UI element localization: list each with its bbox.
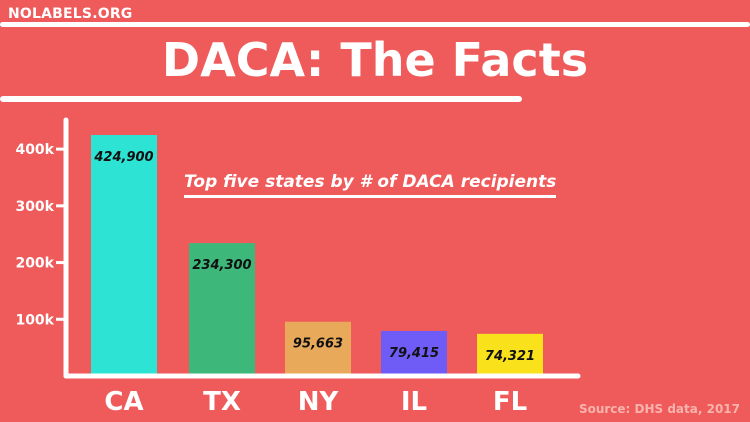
y-tick-label: 200k <box>15 256 54 272</box>
title-underline <box>0 96 522 102</box>
bar-tx <box>189 243 255 376</box>
bar-fl <box>477 333 543 376</box>
y-tick-label: 300k <box>15 199 54 215</box>
x-tick-label-il: IL <box>401 387 427 417</box>
data-label-tx: 234,300 <box>192 258 251 273</box>
chart-subtitle: Top five states by # of DACA recipients <box>184 172 557 198</box>
data-label-ny: 95,663 <box>293 337 343 352</box>
source-note: Source: DHS data, 2017 <box>578 402 740 416</box>
bar-ny <box>285 321 351 376</box>
x-tick-label-tx: TX <box>203 387 241 417</box>
page-title: DACA: The Facts <box>161 33 589 87</box>
bar-ca <box>91 135 157 376</box>
x-tick-label-fl: FL <box>493 387 527 417</box>
x-tick-label-ny: NY <box>298 387 340 417</box>
data-label-il: 79,415 <box>389 346 439 361</box>
brand-logo-text: NOLABELS.ORG <box>8 6 133 22</box>
top-rule <box>0 22 750 27</box>
y-tick-label: 400k <box>15 142 54 158</box>
bar-il <box>381 330 447 376</box>
data-label-fl: 74,321 <box>485 349 535 364</box>
x-tick-label-ca: CA <box>104 387 143 417</box>
y-tick-label: 100k <box>15 312 54 328</box>
data-label-ca: 424,900 <box>93 150 153 165</box>
